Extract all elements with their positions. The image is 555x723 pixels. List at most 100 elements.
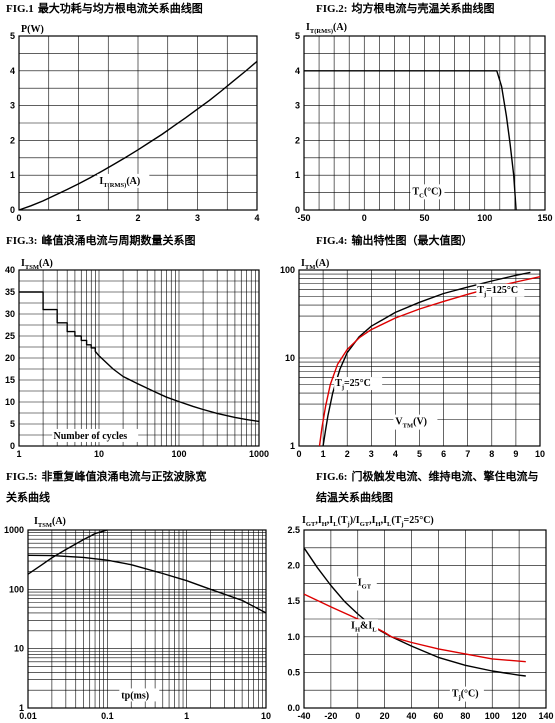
- fig4-temperature-annotation-part: =125°C: [486, 285, 518, 296]
- fig4-y-axis-label-part: (A): [315, 258, 329, 269]
- fig6-ytick-label: 2.0: [287, 561, 300, 571]
- fig4-x-axis-label-part: TM: [403, 423, 413, 430]
- fig2-series-line-1: [304, 70, 517, 211]
- fig3-series-line-1: [19, 291, 260, 423]
- fig4-temperature-annotation-part: j: [341, 384, 344, 391]
- fig6-xtick-label: 0: [355, 711, 360, 721]
- fig6-series-label: IGT: [358, 578, 372, 591]
- fig1-plot-frame: [18, 35, 258, 211]
- fig4-xtick-label: 1: [321, 449, 326, 459]
- fig1-title-text: 最大功耗与均方根电流关系曲线图: [38, 1, 203, 15]
- fig5-ytick-label: 100: [9, 584, 24, 594]
- fig3-ytick-label: 30: [5, 309, 15, 319]
- fig2-chart: FIG.2: 均方根电流与壳温关系曲线图-50 0 50 100 150012345IT(…: [295, 1, 553, 223]
- fig6-xtick-label: 100: [485, 711, 500, 721]
- fig6-ytick-label: 0.5: [287, 667, 300, 677]
- fig6-y-axis-label-part: )/I: [350, 515, 360, 526]
- fig6-plot-frame: [303, 529, 547, 709]
- fig6-xtick-label: 60: [433, 711, 443, 721]
- fig4-temperature-annotation: Tj=125°C: [477, 285, 518, 298]
- fig3-x-label-backdrop: [52, 428, 139, 442]
- fig6-x-axis-label-part: (°C): [461, 689, 479, 700]
- fig4-x-axis-label: VTM(V): [395, 417, 427, 430]
- fig1-ytick-label: 2: [10, 135, 15, 145]
- fig4-y-axis-label: ITM(A): [301, 258, 329, 271]
- fig4-y-axis-label-part: I: [301, 258, 305, 269]
- fig3-xtick-label: 1000: [249, 449, 269, 459]
- fig2-x-axis-label-part: (°C): [424, 186, 442, 197]
- fig2-grid: [303, 35, 546, 211]
- fig4-ytick-label: 100: [280, 265, 295, 275]
- fig6-ytick-label: 2.5: [287, 525, 300, 535]
- fig6-y-axis-label-part: ,I: [369, 515, 376, 526]
- fig4-temperature-annotation: Tj=25°C: [335, 378, 371, 391]
- fig4-xtick-label: 9: [513, 449, 518, 459]
- fig4-temperature-annotation-part: j: [483, 291, 486, 298]
- fig6-y-axis-label-part: j: [400, 521, 403, 528]
- fig4-xtick-label: 5: [417, 449, 422, 459]
- fig5-y-axis-label: ITSM(A): [34, 516, 66, 529]
- fig6-y-axis-label-part: ,I: [327, 515, 334, 526]
- fig1-ytick-label: 5: [10, 31, 15, 41]
- fig3-title-number: FIG.3:: [6, 235, 37, 247]
- fig3-plot-frame: [18, 269, 260, 447]
- fig5-x-axis-label: tp(ms): [121, 690, 149, 701]
- fig4-chart: FIG.4: 输出特性图（最大值图）0 1 2 3 4 5 6 7 8 9 10110100ITM(A…: [280, 233, 545, 459]
- fig2-y-axis-label-part: T(RMS): [310, 28, 333, 35]
- fig4-plot-frame: [298, 269, 541, 447]
- fig2-ytick-label: 3: [295, 101, 300, 111]
- fig6-y-axis-label-part: =25°C): [404, 515, 434, 526]
- fig6-ytick-label: 1.5: [287, 596, 300, 606]
- fig5-y-axis-label-part: TSM: [38, 522, 52, 529]
- fig3-y-axis-label-part: I: [21, 258, 25, 269]
- fig3-ytick-label: 5: [10, 419, 15, 429]
- fig3-chart: FIG.3: 峰值浪涌电流与周期数量关系图 1 10 100 1000 0 5 10 15 20 25…: [5, 233, 269, 459]
- fig6-series-label-part: L: [372, 626, 377, 633]
- fig2-x-label-backdrop: [410, 184, 445, 200]
- fig6-series-label-part: GT: [362, 584, 372, 591]
- fig4-xtick-label: 8: [489, 449, 494, 459]
- fig1-series-line-1: [18, 60, 258, 211]
- fig3-ytick-label: 0: [10, 441, 15, 451]
- fig3-ytick-label: 20: [5, 353, 15, 363]
- fig6-title-text: 门极触发电流、维持电流、擎住电流与: [351, 469, 538, 483]
- fig6-y-axis-label: IGT,IH,IL(Tj)/IGT,IH,IL(Tj=25°C): [302, 515, 434, 528]
- fig6-grid: [303, 529, 547, 709]
- fig1-xtick-label: 2: [135, 213, 140, 223]
- fig3-y-axis-label: ITSM(A): [21, 258, 53, 271]
- fig6-xtick-label: 80: [460, 711, 470, 721]
- fig2-title-number: FIG.2:: [316, 3, 347, 15]
- fig2-y-axis-label-part: I: [306, 22, 310, 33]
- fig1-ytick-label: 0: [10, 205, 15, 215]
- fig1-chart: FIG.1 最大功耗与均方根电流关系曲线图 0 1 2 3 4 0 1 2 3 4 5 P(W) IT(RM…: [6, 1, 260, 223]
- fig4-annotation-backdrop: [476, 283, 525, 297]
- fig3-ytick-label: 40: [5, 265, 15, 275]
- fig5-y-axis-label-part: I: [34, 516, 38, 527]
- fig4-temperature-annotation-part: T: [477, 285, 484, 296]
- fig6-xtick-label: -40: [297, 711, 310, 721]
- fig5-ytick-label: 1000: [4, 525, 24, 535]
- fig4-x-label-backdrop: [393, 414, 438, 430]
- fig4-ytick-label: 10: [285, 353, 295, 363]
- fig4-x-axis-label-part: V: [395, 417, 403, 428]
- fig5-ytick-label: 10: [14, 644, 24, 654]
- fig1-x-axis-label: IT(RMS)(A): [99, 176, 140, 189]
- fig1-xtick-label: 4: [254, 213, 259, 223]
- fig5-xtick-label: 0.01: [19, 711, 37, 721]
- fig4-xtick-label: 6: [441, 449, 446, 459]
- fig6-title-line2: 结温关系曲线图: [315, 490, 393, 504]
- fig2-ytick-label: 5: [295, 31, 300, 41]
- fig6-series-line-2: [303, 593, 526, 663]
- fig6-y-axis-label-part: GT: [306, 521, 316, 528]
- fig3-grid: [18, 269, 259, 447]
- fig4-temperature-annotation-part: T: [335, 378, 342, 389]
- fig2-x-axis-label-part: T: [412, 186, 419, 197]
- fig4-title-number: FIG.4:: [316, 235, 347, 247]
- fig1-x-axis-label-part: T(RMS): [103, 182, 126, 189]
- fig4-y-axis-label-part: TM: [305, 264, 315, 271]
- fig6-x-axis-label: Tj(°C): [452, 689, 479, 702]
- fig2-xtick-label: 50: [419, 213, 429, 223]
